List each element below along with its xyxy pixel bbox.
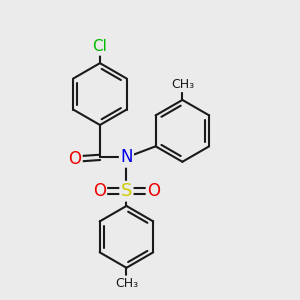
- Text: S: S: [121, 182, 132, 200]
- Text: O: O: [147, 182, 160, 200]
- Text: O: O: [93, 182, 106, 200]
- Text: O: O: [68, 150, 81, 168]
- Text: CH₃: CH₃: [115, 277, 138, 290]
- Text: Cl: Cl: [92, 39, 107, 54]
- Text: N: N: [120, 148, 133, 166]
- Text: CH₃: CH₃: [171, 78, 194, 91]
